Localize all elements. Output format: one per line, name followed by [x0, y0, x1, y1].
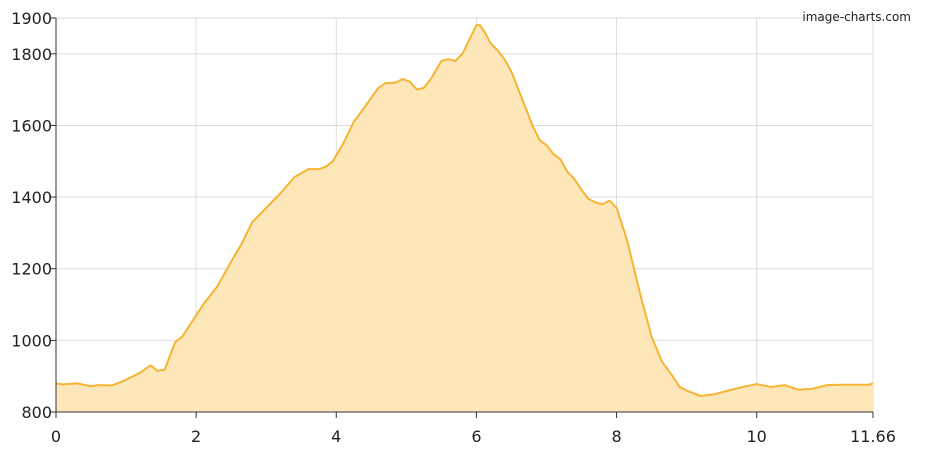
x-tick-label: 2: [191, 427, 201, 446]
tick-labels: 0 2 4 6 8 10 11.66 800 1000 1200 1400 1600 1800 1900: [11, 9, 896, 446]
x-tick-label: 4: [331, 427, 341, 446]
series-area: [55, 24, 874, 412]
axes: [50, 17, 874, 418]
x-tick-label: 10: [747, 427, 767, 446]
x-tick-label: 6: [471, 427, 481, 446]
series-line: [55, 24, 874, 397]
y-tick-label: 1200: [11, 260, 52, 279]
y-tick-label: 1900: [11, 9, 52, 28]
y-tick-label: 1000: [11, 331, 52, 350]
watermark-text: image-charts.com: [802, 10, 911, 24]
x-tick-label: 0: [51, 427, 61, 446]
y-tick-label: 1800: [11, 45, 52, 64]
series-fill: [56, 25, 873, 412]
y-tick-label: 1400: [11, 188, 52, 207]
x-tick-label: 11.66: [850, 427, 896, 446]
x-tick-label: 8: [611, 427, 621, 446]
y-tick-label: 800: [21, 403, 52, 422]
y-tick-label: 1600: [11, 116, 52, 135]
